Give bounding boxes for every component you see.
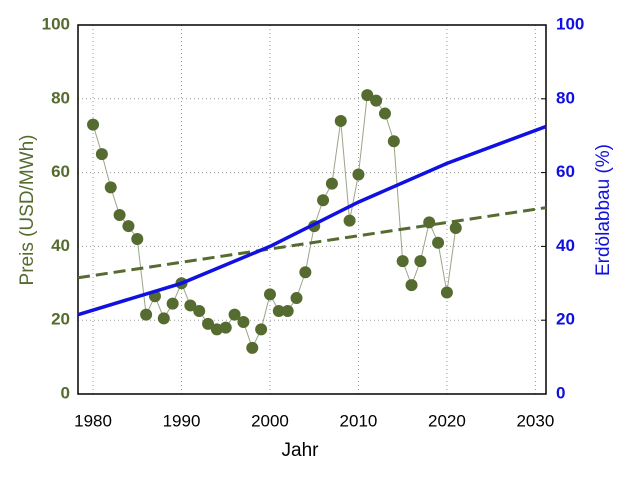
data-point [87, 118, 100, 131]
y-tick-label: 80 [51, 88, 70, 107]
data-point [449, 221, 462, 234]
data-point [387, 135, 400, 148]
y-tick-label: 20 [51, 310, 70, 329]
y2-axis-label: Erdölabbau (%) [593, 144, 614, 276]
y-tick-label: 40 [51, 236, 70, 255]
y2-tick-label: 60 [556, 162, 575, 181]
data-point [246, 341, 259, 354]
data-point [432, 236, 445, 249]
data-point [396, 255, 409, 268]
y2-tick-label: 20 [556, 310, 575, 329]
y-tick-label: 0 [61, 383, 70, 402]
data-point [140, 308, 153, 321]
series-line [77, 124, 547, 317]
data-point [290, 292, 303, 305]
series-line [77, 206, 547, 280]
data-point [193, 304, 206, 317]
data-point [157, 312, 170, 325]
data-point [122, 220, 135, 233]
data-point [405, 279, 418, 292]
data-point [343, 214, 356, 227]
data-point [325, 177, 338, 190]
data-point [263, 288, 276, 301]
y2-tick-label: 0 [556, 383, 565, 402]
data-point [378, 107, 391, 120]
data-point [184, 299, 197, 312]
data-point [334, 114, 347, 127]
x-tick-label: 1980 [74, 411, 112, 430]
data-point [228, 308, 241, 321]
data-point [237, 316, 250, 329]
data-point [104, 181, 117, 194]
y2-tick-label: 80 [556, 88, 575, 107]
data-point [361, 89, 374, 102]
x-tick-label: 2020 [428, 411, 466, 430]
y2-tick-label: 100 [556, 14, 584, 33]
data-point [272, 304, 285, 317]
x-tick-label: 2000 [251, 411, 289, 430]
data-point [219, 321, 232, 334]
data-point [414, 255, 427, 268]
x-tick-label: 1990 [163, 411, 201, 430]
data-point [95, 148, 108, 161]
data-point [255, 323, 268, 336]
data-point [370, 94, 383, 107]
y2-tick-label: 40 [556, 236, 575, 255]
y-axis-label: Preis (USD/MWh) [17, 135, 38, 286]
data-point [166, 297, 179, 310]
plot-frame [77, 24, 547, 395]
data-point [299, 266, 312, 279]
data-point [317, 194, 330, 207]
data-point [281, 304, 294, 317]
y-tick-label: 100 [42, 14, 70, 33]
y-tick-label: 60 [51, 162, 70, 181]
x-tick-label: 2030 [516, 411, 554, 430]
x-tick-label: 2010 [340, 411, 378, 430]
data-point [202, 317, 215, 330]
data-point [440, 286, 453, 299]
data-point [131, 233, 144, 246]
data-point [352, 168, 365, 181]
data-point [113, 209, 126, 222]
x-axis-label: Jahr [282, 440, 320, 461]
